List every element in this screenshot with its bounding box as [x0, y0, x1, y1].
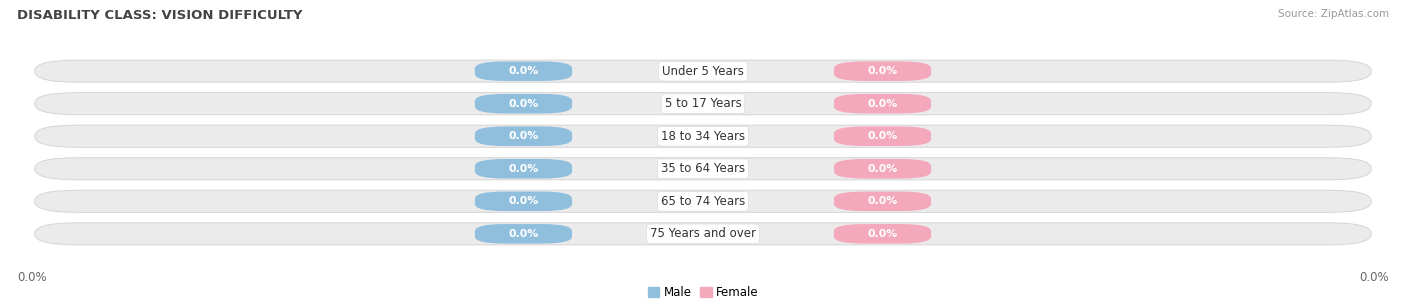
Text: 0.0%: 0.0% [1360, 271, 1389, 284]
Text: 18 to 34 Years: 18 to 34 Years [661, 130, 745, 143]
Text: 75 Years and over: 75 Years and over [650, 227, 756, 240]
Text: 35 to 64 Years: 35 to 64 Years [661, 162, 745, 175]
Text: 0.0%: 0.0% [509, 66, 538, 76]
FancyBboxPatch shape [475, 159, 572, 178]
Text: 0.0%: 0.0% [868, 66, 897, 76]
Text: 0.0%: 0.0% [17, 271, 46, 284]
FancyBboxPatch shape [475, 61, 572, 81]
FancyBboxPatch shape [35, 190, 1371, 212]
Text: 0.0%: 0.0% [868, 196, 897, 206]
FancyBboxPatch shape [475, 224, 572, 244]
Text: 0.0%: 0.0% [868, 229, 897, 239]
FancyBboxPatch shape [834, 94, 931, 113]
FancyBboxPatch shape [35, 223, 1371, 245]
FancyBboxPatch shape [475, 94, 572, 113]
Text: 0.0%: 0.0% [509, 164, 538, 174]
FancyBboxPatch shape [834, 224, 931, 244]
Text: Source: ZipAtlas.com: Source: ZipAtlas.com [1278, 9, 1389, 19]
Text: 0.0%: 0.0% [868, 99, 897, 109]
Text: 65 to 74 Years: 65 to 74 Years [661, 195, 745, 208]
Legend: Male, Female: Male, Female [648, 286, 758, 299]
Text: DISABILITY CLASS: VISION DIFFICULTY: DISABILITY CLASS: VISION DIFFICULTY [17, 9, 302, 22]
Text: 0.0%: 0.0% [509, 196, 538, 206]
FancyBboxPatch shape [834, 61, 931, 81]
FancyBboxPatch shape [475, 192, 572, 211]
FancyBboxPatch shape [834, 127, 931, 146]
Text: 0.0%: 0.0% [509, 131, 538, 141]
FancyBboxPatch shape [834, 159, 931, 178]
Text: Under 5 Years: Under 5 Years [662, 65, 744, 78]
Text: 0.0%: 0.0% [868, 131, 897, 141]
Text: 0.0%: 0.0% [868, 164, 897, 174]
FancyBboxPatch shape [35, 125, 1371, 147]
FancyBboxPatch shape [35, 158, 1371, 180]
Text: 0.0%: 0.0% [509, 229, 538, 239]
Text: 5 to 17 Years: 5 to 17 Years [665, 97, 741, 110]
FancyBboxPatch shape [475, 127, 572, 146]
Text: 0.0%: 0.0% [509, 99, 538, 109]
FancyBboxPatch shape [834, 192, 931, 211]
FancyBboxPatch shape [35, 93, 1371, 115]
FancyBboxPatch shape [35, 60, 1371, 82]
